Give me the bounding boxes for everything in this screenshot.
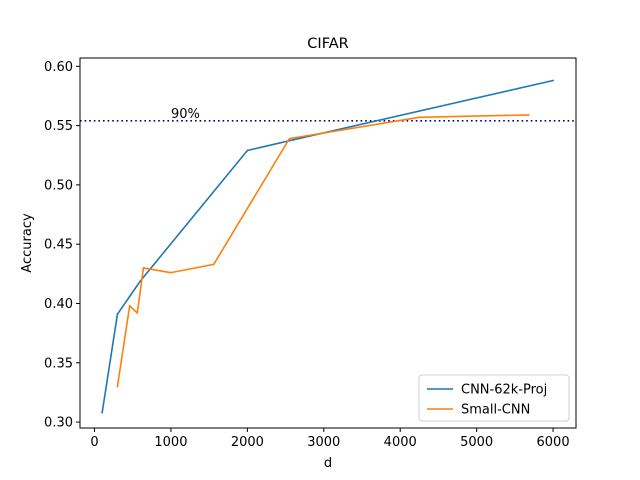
legend-label: Small-CNN xyxy=(461,403,530,418)
x-tick-label: 3000 xyxy=(307,435,340,450)
data-point xyxy=(170,272,172,274)
y-tick-label: 0.40 xyxy=(44,297,73,312)
x-tick-label: 0 xyxy=(90,435,98,450)
y-tick-label: 0.35 xyxy=(44,356,73,371)
x-tick-label: 2000 xyxy=(231,435,264,450)
data-point xyxy=(528,114,530,116)
x-tick-label: 4000 xyxy=(384,435,417,450)
data-point xyxy=(129,305,131,307)
y-tick-label: 0.50 xyxy=(44,178,73,193)
data-point xyxy=(213,263,215,265)
legend-label: CNN-62k-Proj xyxy=(461,383,547,398)
data-point xyxy=(292,139,294,141)
data-point xyxy=(246,150,248,152)
data-point xyxy=(289,138,291,140)
x-tick-label: 5000 xyxy=(460,435,493,450)
data-point xyxy=(418,116,420,118)
data-point xyxy=(552,80,554,82)
y-tick-label: 0.30 xyxy=(44,416,73,431)
chart-title: CIFAR xyxy=(307,36,348,52)
y-axis-label: Accuracy xyxy=(20,213,35,273)
x-tick-label: 6000 xyxy=(537,435,570,450)
data-point xyxy=(136,312,138,314)
reference-line-label: 90% xyxy=(171,107,200,122)
data-point xyxy=(117,313,119,315)
x-tick-label: 1000 xyxy=(154,435,187,450)
y-tick-label: 0.55 xyxy=(44,119,73,134)
data-point xyxy=(117,386,119,388)
y-tick-label: 0.60 xyxy=(44,60,73,75)
x-axis-label: d xyxy=(324,456,332,471)
data-point xyxy=(101,412,103,414)
data-point xyxy=(143,267,145,269)
legend: CNN-62k-Proj Small-CNN xyxy=(419,375,569,421)
y-tick-label: 0.45 xyxy=(44,238,73,253)
